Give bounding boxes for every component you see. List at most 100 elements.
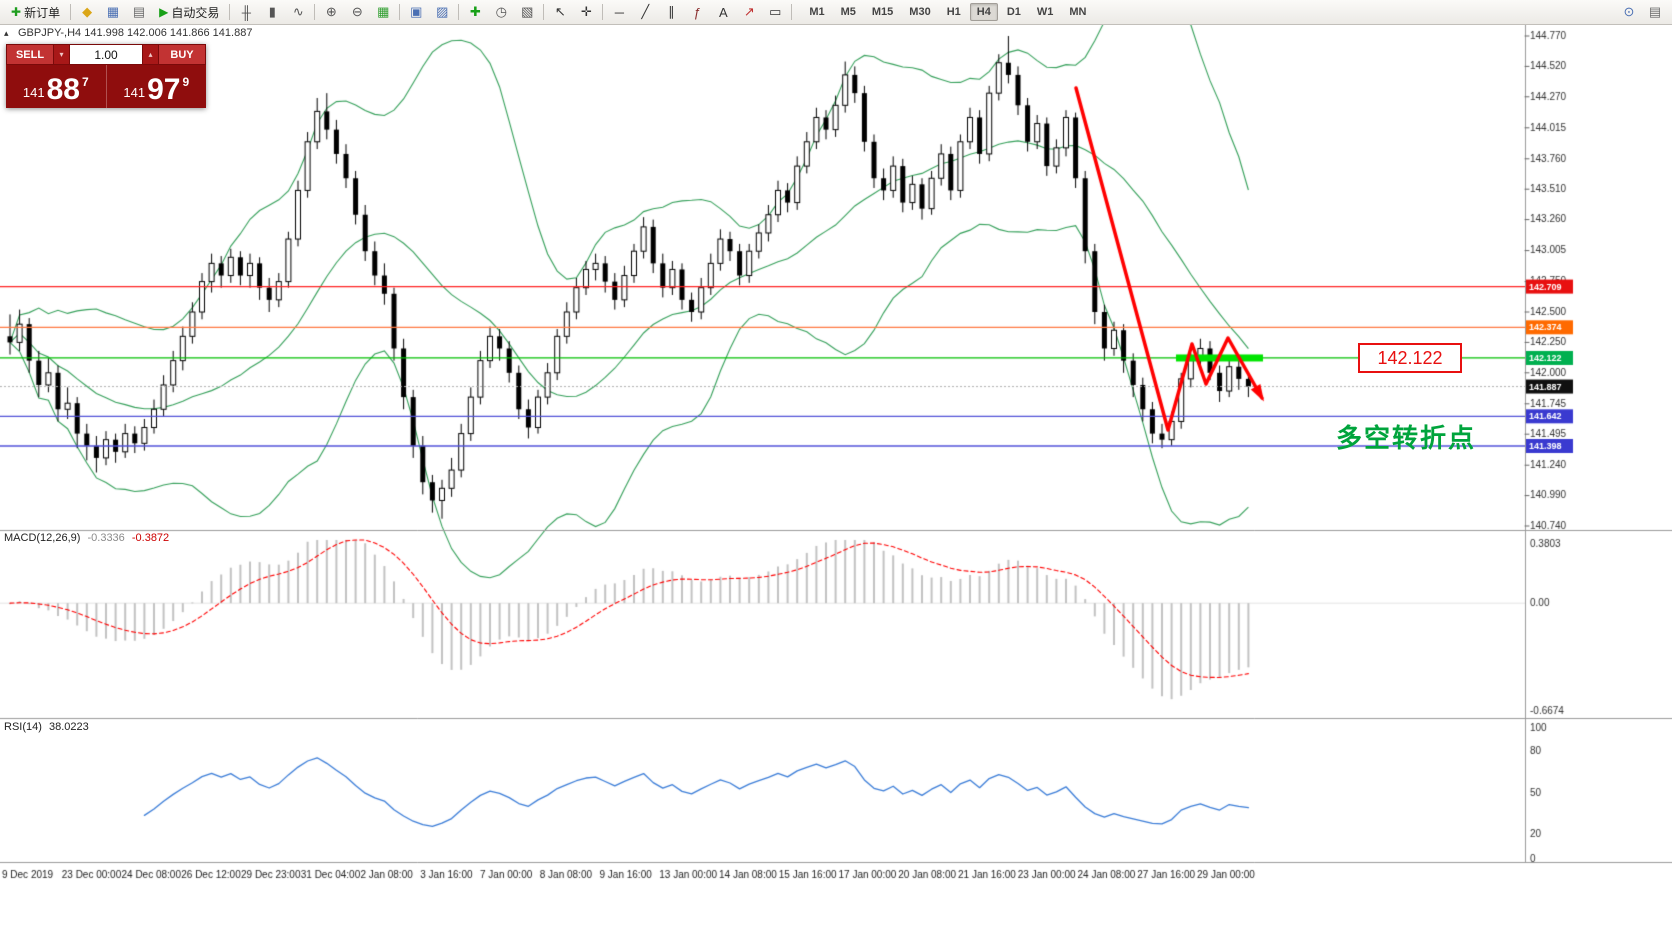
horizontal-line-icon: ─: [614, 4, 624, 20]
template-icon: ▧: [521, 4, 534, 19]
buy-price-button[interactable]: 141 97 9: [105, 65, 207, 108]
profiles-icon[interactable]: ◆: [74, 1, 100, 23]
volume-dropdown-icon[interactable]: ▾: [54, 44, 69, 65]
macd-indicator-label: MACD(12,26,9) -0.3336 -0.3872: [4, 532, 169, 544]
cascade-windows-icon[interactable]: ▨: [429, 1, 455, 23]
timeframe-d1[interactable]: D1: [1006, 6, 1021, 18]
macd-name: MACD(12,26,9): [4, 532, 81, 544]
document-icon: ▤: [1648, 4, 1662, 19]
channel-icon[interactable]: ∥: [658, 1, 684, 23]
toolbar-separator: [458, 4, 460, 20]
search-icon[interactable]: ⊙: [1616, 1, 1642, 23]
timeframe-group: M1 M5 M15 M30 H1 H4 D1 W1 MN: [801, 3, 1094, 21]
timeframe-m15[interactable]: M15: [871, 6, 894, 18]
timeframe-w1[interactable]: W1: [1036, 6, 1054, 18]
new-chart-icon: ✚: [469, 4, 481, 19]
candlestick-chart-icon: ▮: [268, 4, 276, 19]
buy-price-small: 141: [123, 85, 146, 100]
text-icon[interactable]: A: [710, 1, 736, 23]
rsi-name: RSI(14): [4, 721, 42, 733]
new-order-button-icon: ✚: [11, 5, 22, 19]
trendline-icon[interactable]: ╱: [632, 1, 658, 23]
trade-panel-prices: 141 88 7 141 97 9: [6, 65, 206, 108]
sell-button[interactable]: SELL: [6, 44, 54, 65]
sell-price-big: 88: [46, 73, 80, 107]
toolbar-separator: [543, 4, 545, 20]
macd-signal-value: -0.3872: [131, 532, 170, 544]
grid-icon: ▦: [377, 4, 390, 19]
sell-price-sup: 7: [81, 75, 89, 89]
cascade-windows-icon: ▨: [436, 4, 449, 19]
timeframe-h4[interactable]: H4: [969, 3, 998, 21]
zoom-in-icon[interactable]: ⊕: [318, 1, 344, 23]
arrows-icon: ↗: [743, 4, 755, 19]
crosshair-icon[interactable]: ✛: [573, 1, 599, 23]
template-icon[interactable]: ▧: [514, 1, 540, 23]
sell-price-small: 141: [22, 85, 45, 100]
data-window-icon[interactable]: ▤: [126, 1, 152, 23]
period-icon: ◷: [495, 4, 507, 19]
autotrading-button-label: 自动交易: [171, 5, 220, 20]
trade-panel-top-row: SELL ▾ 1.00 ▴ BUY: [6, 44, 206, 65]
toolbar-separator: [314, 4, 316, 20]
market-watch-icon[interactable]: ▦: [100, 1, 126, 23]
market-watch-icon: ▦: [106, 4, 120, 19]
toolbar-separator: [229, 4, 231, 20]
rsi-indicator-label: RSI(14) 38.0223: [4, 721, 89, 733]
data-window-icon: ▤: [132, 4, 146, 19]
timeframe-m5[interactable]: M5: [840, 6, 856, 18]
timeframe-mn[interactable]: MN: [1069, 6, 1087, 18]
timeframe-m1[interactable]: M1: [809, 6, 825, 18]
symbol-ohlc-info: GBPJPY-,H4 141.998 142.006 141.866 141.8…: [18, 27, 253, 39]
timeframe-h1[interactable]: H1: [946, 6, 961, 18]
sell-price-button[interactable]: 141 88 7: [6, 65, 106, 108]
zoom-out-icon[interactable]: ⊖: [344, 1, 370, 23]
rsi-value: 38.0223: [48, 721, 89, 733]
toolbar-separator: [399, 4, 401, 20]
horizontal-line-icon[interactable]: ─: [606, 1, 632, 23]
one-click-collapse-arrow[interactable]: ▴: [4, 28, 9, 38]
macd-main-value: -0.3336: [87, 532, 125, 544]
new-order-button-label: 新订单: [24, 5, 61, 20]
candlestick-chart-icon[interactable]: ▮: [259, 1, 285, 23]
shapes-icon: ▭: [769, 4, 782, 19]
line-chart-icon: ∿: [292, 4, 304, 19]
fibonacci-icon: ƒ: [693, 4, 701, 20]
toolbar-separator: [602, 4, 604, 20]
timeframe-m30[interactable]: M30: [909, 6, 931, 18]
volume-input[interactable]: 1.00: [69, 44, 143, 65]
grid-icon[interactable]: ▦: [370, 1, 396, 23]
toolbar: ✚ 新订单 ◆ ▦ ▤ ▶ 自动交易 ╫ ▮ ∿ ⊕ ⊖ ▦ ▣ ▨ ✚ ◷ ▧ ↖ ✛ ─ ╱ ∥ ƒ A ↗ ▭ M1 M5 M15 M…: [0, 0, 1672, 25]
document-icon[interactable]: ▤: [1642, 1, 1668, 23]
tile-windows-icon[interactable]: ▣: [403, 1, 429, 23]
crosshair-icon: ✛: [580, 4, 592, 19]
bar-chart-icon[interactable]: ╫: [233, 1, 259, 23]
autotrading-button[interactable]: ▶ 自动交易: [152, 1, 226, 23]
buy-button[interactable]: BUY: [158, 44, 206, 65]
one-click-trading-panel: SELL ▾ 1.00 ▴ BUY 141 88 7 141 97 9: [6, 44, 206, 108]
cursor-icon: ↖: [554, 4, 566, 19]
autotrading-button-icon: ▶: [159, 5, 169, 19]
new-chart-icon[interactable]: ✚: [462, 1, 488, 23]
price-callout-box[interactable]: 142.122: [1358, 343, 1462, 373]
volume-spinner-icon[interactable]: ▴: [143, 44, 158, 65]
line-chart-icon[interactable]: ∿: [285, 1, 311, 23]
zoom-out-icon: ⊖: [351, 4, 363, 19]
buy-price-sup: 9: [182, 75, 190, 89]
toolbar-separator: [70, 4, 72, 20]
channel-icon: ∥: [668, 4, 675, 19]
cursor-icon[interactable]: ↖: [547, 1, 573, 23]
turning-point-note[interactable]: 多空转折点: [1336, 423, 1477, 453]
zoom-in-icon: ⊕: [325, 4, 337, 19]
new-order-button[interactable]: ✚ 新订单: [4, 1, 67, 23]
arrows-icon[interactable]: ↗: [736, 1, 762, 23]
buy-price-big: 97: [147, 73, 181, 107]
tile-windows-icon: ▣: [410, 4, 423, 19]
shapes-icon[interactable]: ▭: [762, 1, 788, 23]
fibonacci-icon[interactable]: ƒ: [684, 1, 710, 23]
period-icon[interactable]: ◷: [488, 1, 514, 23]
text-icon: A: [718, 4, 728, 20]
toolbar-separator: [791, 4, 793, 20]
